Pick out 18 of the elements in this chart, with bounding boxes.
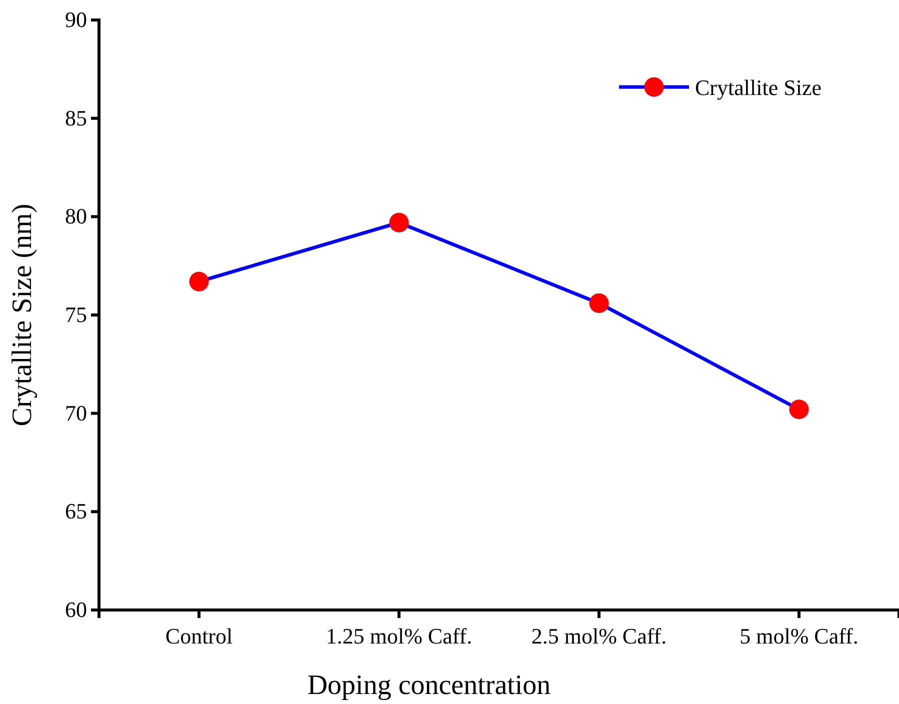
point: [789, 400, 809, 420]
y-tick-label: 70: [65, 400, 87, 426]
point: [189, 272, 209, 292]
y-tick-label: 60: [65, 597, 87, 622]
x-axis-title: Doping concentration: [307, 670, 551, 701]
y-tick-label: 65: [65, 498, 87, 524]
y-tick-label: 90: [65, 7, 87, 32]
x-tick-label: 2.5 mol% Caff.: [531, 624, 667, 649]
y-tick-label: 75: [65, 302, 87, 328]
y-tick-label: 85: [65, 105, 87, 130]
legend-label: Crytallite Size: [695, 75, 822, 100]
x-tick-label: 1.25 mol% Caff.: [326, 624, 472, 649]
point: [589, 293, 609, 313]
y-axis-title: Crytallite Size (nm): [7, 204, 38, 426]
point: [389, 212, 409, 232]
y-tick-label: 80: [65, 204, 87, 229]
x-tick-label: 5 mol% Caff.: [740, 624, 858, 649]
x-tick-label: Control: [165, 624, 233, 649]
